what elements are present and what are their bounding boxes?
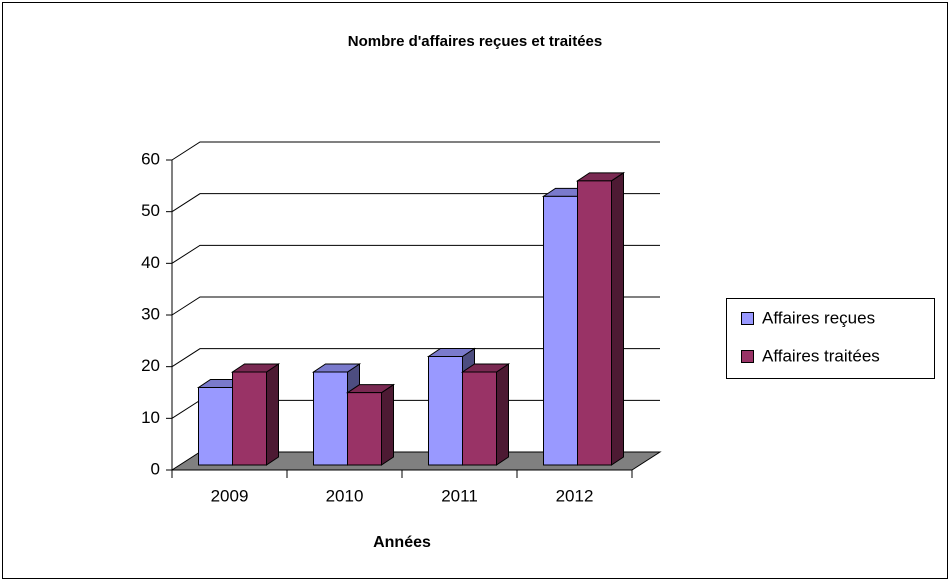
x-tick-label: 2009: [211, 486, 249, 505]
floor: [170, 451, 662, 471]
grid-line: [171, 348, 660, 368]
y-tick-label: 10: [141, 408, 160, 427]
grid-line: [171, 193, 660, 213]
bar-front: [577, 180, 612, 466]
grid-line: [171, 244, 660, 264]
x-tick-label: 2012: [556, 486, 594, 505]
bar: [345, 383, 396, 466]
bar-side: [266, 363, 279, 466]
legend-label: Affaires reçues: [762, 308, 875, 327]
bar-front: [462, 371, 497, 466]
y-tick-label: 40: [141, 253, 160, 272]
y-tick-label: 20: [141, 356, 160, 375]
legend: [726, 298, 935, 379]
bar: [575, 171, 626, 466]
grid-line: [171, 141, 660, 161]
legend-swatch: [741, 350, 754, 363]
y-tick-label: 30: [141, 304, 160, 323]
legend-swatch: [741, 312, 754, 325]
grid-line: [171, 296, 660, 316]
legend-label: Affaires traitées: [762, 346, 880, 365]
bar-front: [428, 356, 463, 466]
bar-side: [611, 171, 624, 466]
bar-front: [313, 371, 348, 466]
x-axis-title: Années: [373, 534, 431, 551]
y-tick-label: 0: [151, 459, 160, 478]
y-tick-label: 50: [141, 201, 160, 220]
bar-side: [496, 363, 509, 466]
bar: [230, 363, 281, 466]
x-tick-label: 2010: [326, 486, 364, 505]
bar-side: [381, 383, 394, 466]
chart-title: Nombre d'affaires reçues et traitées: [348, 33, 603, 50]
bar-front: [543, 195, 578, 466]
bar-front: [198, 387, 233, 466]
x-tick-label: 2011: [441, 486, 478, 505]
bar: [460, 363, 511, 466]
bar-front: [232, 371, 267, 466]
bar-front: [347, 392, 382, 466]
y-tick-label: 60: [141, 149, 160, 168]
